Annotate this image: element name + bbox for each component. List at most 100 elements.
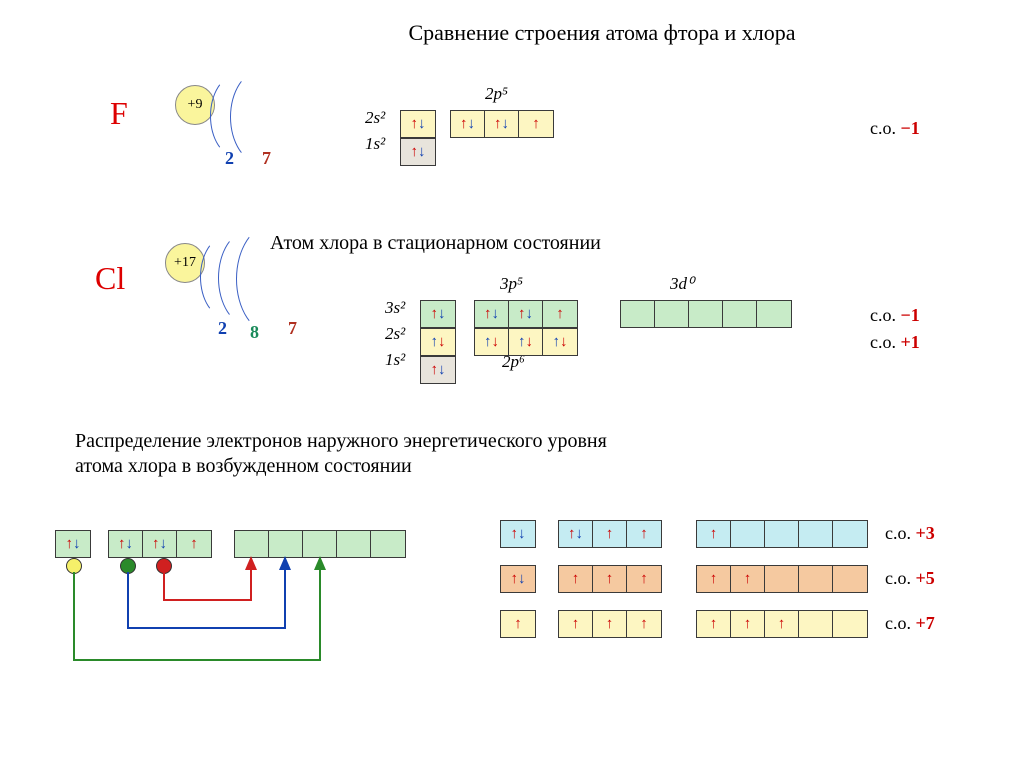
orbital-label: 2p⁵: [485, 84, 508, 104]
fluorine-nucleus: +9: [175, 85, 215, 125]
ground-p: ↑↓↑↓↑: [108, 530, 212, 558]
orbital-label: 1s²: [385, 350, 405, 370]
orbital-cell: [235, 531, 269, 557]
excited-d: ↑: [696, 520, 868, 548]
orbital-1s: ↑↓: [420, 356, 456, 384]
orbital-cell: ↑↓: [401, 111, 435, 137]
excited-desc-line2: атома хлора в возбужденном состоянии: [75, 455, 412, 478]
oxidation-state: с.о. −1: [870, 305, 920, 326]
orbital-cell: ↑↓: [401, 139, 435, 165]
orbital-cell: ↑: [765, 611, 799, 637]
page-title: Сравнение строения атома фтора и хлора: [200, 20, 1004, 46]
excited-s: ↑: [500, 610, 536, 638]
orbital-cell: [723, 301, 757, 327]
orbital-cell: [269, 531, 303, 557]
orbital-cell: [765, 566, 799, 592]
orbital-3p: ↑↓↑↓↑: [474, 300, 578, 328]
chlorine-nucleus: +17: [165, 243, 205, 283]
orbital-cell: ↑↓: [475, 301, 509, 327]
oxidation-state: с.о. +5: [885, 568, 935, 589]
connector-dot: [120, 558, 136, 574]
shell-count: 8: [250, 322, 259, 343]
shell-count: 7: [262, 148, 271, 169]
chlorine-subtitle: Атом хлора в стационарном состоянии: [270, 232, 601, 255]
orbital-cell: ↑: [731, 566, 765, 592]
orbital-cell: ↑: [593, 611, 627, 637]
orbital-cell: ↑: [627, 566, 661, 592]
orbital-cell: ↑: [697, 521, 731, 547]
orbital-2p: ↑↓↑↓↑↓: [474, 328, 578, 356]
orbital-label: 3d⁰: [670, 274, 694, 294]
shell-count: 2: [225, 148, 234, 169]
orbital-cell: [655, 301, 689, 327]
excited-p: ↑↓↑↑: [558, 520, 662, 548]
orbital-cell: ↑↓: [56, 531, 90, 557]
orbital-cell: ↑: [627, 521, 661, 547]
orbital-cell: ↑: [593, 566, 627, 592]
orbital-1s: ↑↓: [400, 138, 436, 166]
orbital-cell: ↑: [519, 111, 553, 137]
orbital-label: 1s²: [365, 134, 385, 154]
orbital-cell: ↑↓: [509, 329, 543, 355]
orbital-3d: [620, 300, 792, 328]
orbital-cell: ↑↓: [143, 531, 177, 557]
orbital-cell: ↑↓: [451, 111, 485, 137]
excited-s: ↑↓: [500, 565, 536, 593]
orbital-cell: [337, 531, 371, 557]
orbital-cell: ↑↓: [509, 301, 543, 327]
orbital-cell: [799, 521, 833, 547]
orbital-cell: [621, 301, 655, 327]
oxidation-state: с.о. +3: [885, 523, 935, 544]
fluorine-symbol: F: [110, 95, 128, 132]
chlorine-symbol: Cl: [95, 260, 125, 297]
orbital-cell: [799, 566, 833, 592]
orbital-cell: [371, 531, 405, 557]
orbital-cell: [731, 521, 765, 547]
orbital-cell: ↑: [177, 531, 211, 557]
orbital-cell: ↑↓: [485, 111, 519, 137]
orbital-cell: [689, 301, 723, 327]
orbital-cell: ↑: [559, 611, 593, 637]
orbital-cell: ↑↓: [421, 329, 455, 355]
orbital-cell: ↑: [501, 611, 535, 637]
ground-d: [234, 530, 406, 558]
orbital-cell: ↑↓: [421, 357, 455, 383]
orbital-cell: ↑: [731, 611, 765, 637]
shell-count: 2: [218, 318, 227, 339]
oxidation-state: с.о. +1: [870, 332, 920, 353]
orbital-3s: ↑↓: [420, 300, 456, 328]
shell-arc: [236, 224, 308, 334]
orbital-cell: [833, 611, 867, 637]
orbital-cell: ↑↓: [501, 566, 535, 592]
excited-p: ↑↑↑: [558, 565, 662, 593]
excited-p: ↑↑↑: [558, 610, 662, 638]
excited-desc-line1: Распределение электронов наружного энерг…: [75, 430, 607, 453]
orbital-cell: ↑↓: [543, 329, 577, 355]
orbital-cell: ↑: [543, 301, 577, 327]
orbital-cell: ↑: [559, 566, 593, 592]
orbital-cell: ↑: [593, 521, 627, 547]
shell-arc: [230, 70, 292, 164]
orbital-cell: [833, 566, 867, 592]
excited-d: ↑↑↑: [696, 610, 868, 638]
orbital-label: 3p⁵: [500, 274, 523, 294]
orbital-cell: [833, 521, 867, 547]
orbital-cell: ↑: [697, 611, 731, 637]
orbital-cell: [799, 611, 833, 637]
orbital-cell: [303, 531, 337, 557]
orbital-cell: ↑↓: [559, 521, 593, 547]
connector-dot: [156, 558, 172, 574]
orbital-label: 2s²: [385, 324, 405, 344]
shell-count: 7: [288, 318, 297, 339]
orbital-2p: ↑↓↑↓↑: [450, 110, 554, 138]
orbital-cell: ↑↓: [501, 521, 535, 547]
orbital-2s: ↑↓: [400, 110, 436, 138]
orbital-cell: ↑↓: [109, 531, 143, 557]
oxidation-state: с.о. +7: [885, 613, 935, 634]
orbital-label: 3s²: [385, 298, 405, 318]
oxidation-state: с.о. −1: [870, 118, 920, 139]
orbital-cell: [765, 521, 799, 547]
orbital-cell: ↑↓: [421, 301, 455, 327]
excited-d: ↑↑: [696, 565, 868, 593]
orbital-cell: [757, 301, 791, 327]
